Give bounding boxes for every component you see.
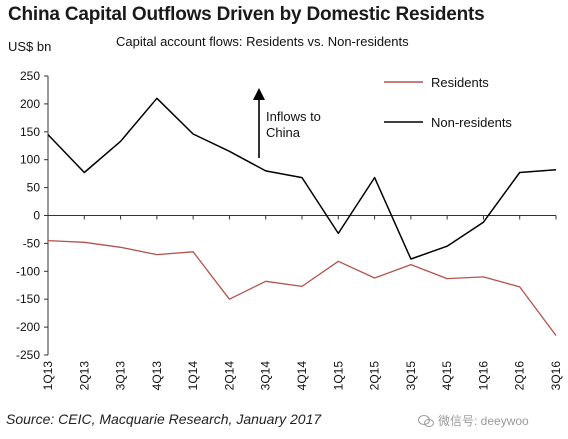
x-tick-label: 1Q14 — [186, 361, 200, 391]
y-tick-label: 100 — [20, 153, 40, 167]
y-tick-label: 200 — [20, 97, 40, 111]
watermark-text: 微信号: deeywoo — [438, 414, 529, 428]
x-tick-label: 2Q14 — [222, 361, 236, 391]
watermark: 微信号: deeywoo — [418, 412, 529, 429]
y-tick-label: 0 — [33, 209, 40, 223]
y-axis-unit-label: US$ bn — [8, 39, 52, 54]
legend-label: Residents — [431, 75, 489, 90]
annotation-text: Inflows to — [266, 109, 321, 124]
y-tick-label: 50 — [27, 181, 41, 195]
x-tick-label: 3Q13 — [114, 361, 128, 391]
chart-title: China Capital Outflows Driven by Domesti… — [8, 4, 485, 25]
y-tick-label: 150 — [20, 125, 40, 139]
annotation-text: China — [266, 125, 301, 140]
y-tick-label: -150 — [16, 292, 40, 306]
x-tick-label: 1Q16 — [476, 361, 490, 391]
x-tick-label: 2Q16 — [513, 361, 527, 391]
series-line-residents — [47, 239, 557, 336]
y-tick-label: 250 — [20, 69, 40, 83]
x-tick-label: 4Q15 — [440, 361, 454, 391]
x-tick-label: 3Q16 — [549, 361, 563, 391]
x-tick-label: 3Q14 — [259, 361, 273, 391]
wechat-icon — [418, 414, 434, 427]
x-tick-label: 4Q13 — [150, 361, 164, 391]
x-tick-label: 1Q15 — [331, 361, 345, 391]
y-tick-label: -50 — [23, 236, 41, 250]
x-tick-label: 1Q13 — [41, 361, 55, 391]
x-tick-label: 2Q13 — [77, 361, 91, 391]
x-tick-label: 3Q15 — [404, 361, 418, 391]
y-tick-label: -200 — [16, 320, 40, 334]
annotation-arrow-head — [253, 88, 265, 100]
source-note: Source: CEIC, Macquarie Research, Januar… — [6, 411, 322, 427]
y-tick-label: -100 — [16, 264, 40, 278]
chart-subtitle: Capital account flows: Residents vs. Non… — [116, 34, 409, 49]
series-line-non-residents — [47, 97, 557, 260]
legend-label: Non-residents — [431, 115, 512, 130]
y-tick-label: -250 — [16, 348, 40, 362]
x-tick-label: 4Q14 — [295, 361, 309, 391]
x-tick-label: 2Q15 — [368, 361, 382, 391]
